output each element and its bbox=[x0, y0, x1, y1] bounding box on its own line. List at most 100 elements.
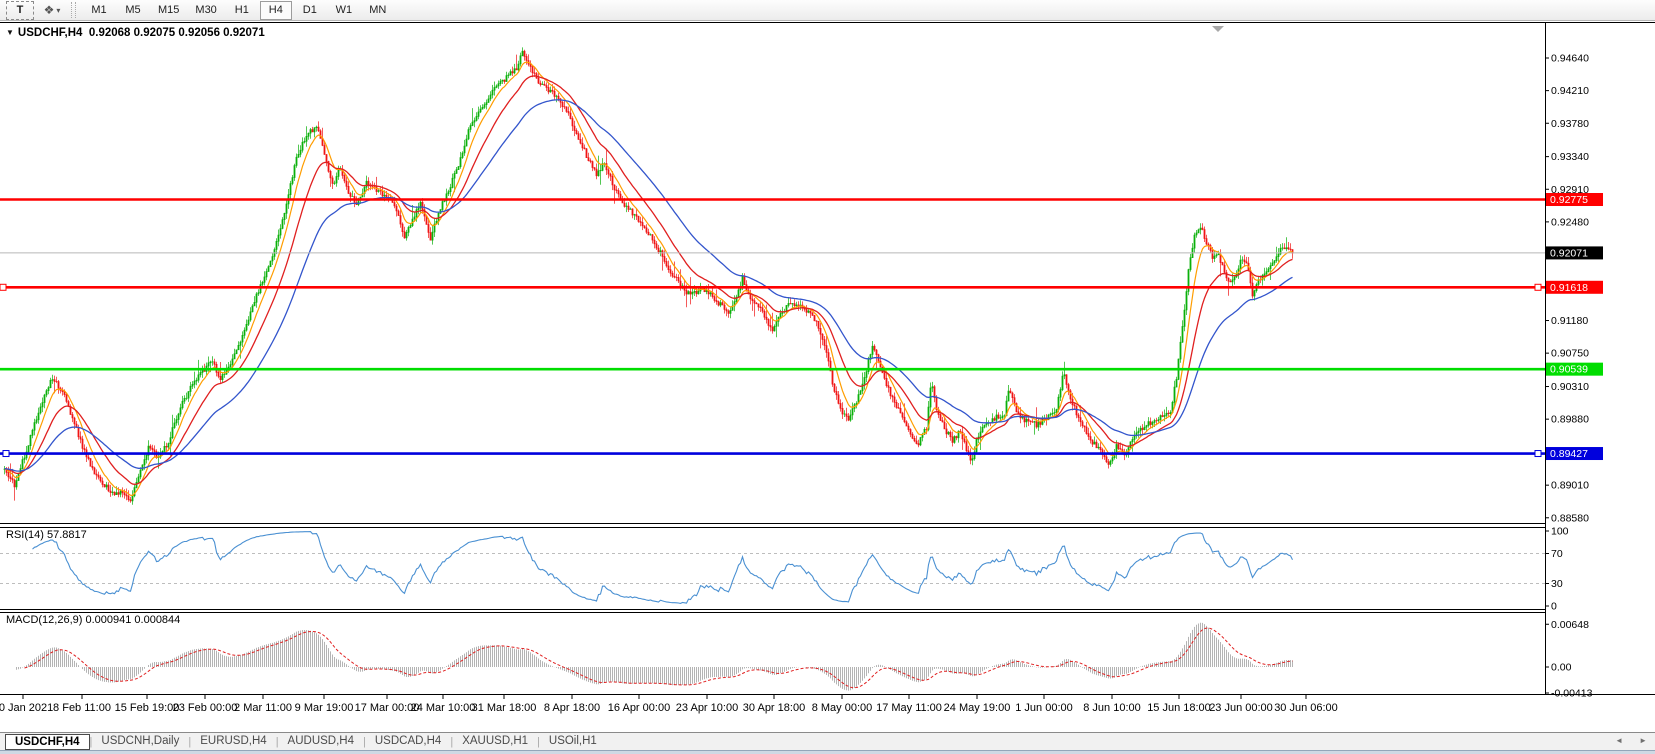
current-price-badge bbox=[1546, 246, 1603, 260]
timeframe-M5[interactable]: M5 bbox=[125, 4, 141, 16]
tab-separator: | bbox=[89, 735, 93, 748]
hline-0.91618-badge-label: 0.91618 bbox=[1550, 282, 1588, 294]
time-tick-label: 2 Mar 11:00 bbox=[234, 702, 292, 714]
price-tick-label: 0.88580 bbox=[1551, 512, 1589, 524]
time-tick-label: 30 Jun 06:00 bbox=[1274, 702, 1338, 714]
price-tick-label: 0.94640 bbox=[1551, 53, 1589, 65]
tab-USDCAD-H4[interactable]: USDCAD,H4 bbox=[374, 735, 442, 747]
price-tick-label: 0.90750 bbox=[1551, 348, 1589, 360]
price-tick-label: 0.89880 bbox=[1551, 414, 1589, 426]
time-tick-label: 8 Feb 11:00 bbox=[53, 702, 111, 714]
time-tick-label: 8 May 00:00 bbox=[812, 702, 873, 714]
timeframe-MN[interactable]: MN bbox=[369, 4, 387, 16]
timeframe-M1[interactable]: M1 bbox=[91, 4, 107, 16]
chart-window[interactable]: ▼ USDCHF,H4 0.92068 0.92075 0.92056 0.920… bbox=[0, 21, 1655, 732]
pane-borders bbox=[0, 22, 1655, 695]
symbol-tabbar: USDCHF,H4 | USDCNH,Daily | EURUSD,H4 | AUDUSD,… bbox=[0, 732, 1655, 750]
rsi-pane bbox=[0, 531, 1545, 604]
tab-separator: | bbox=[188, 735, 192, 748]
toolbar: T ❖ ▾ M1 M5 M15 M30 H1 H4 D1 W1 MN bbox=[0, 0, 1655, 21]
hline-0.92775-badge bbox=[1546, 193, 1603, 207]
time-tick-label: 23 Jun 00:00 bbox=[1209, 702, 1273, 714]
time-tick-label: 15 Feb 19:00 bbox=[115, 702, 180, 714]
time-tick-label: 23 Feb 00:00 bbox=[173, 702, 238, 714]
indicator-scales: 100 70 30 0 0.00648 0.00 -0.00413 bbox=[1545, 526, 1593, 700]
rsi-tick-label: 70 bbox=[1551, 548, 1563, 560]
timeframe-M30[interactable]: M30 bbox=[195, 4, 217, 16]
time-tick-label: 30 Apr 18:00 bbox=[743, 702, 805, 714]
macd-signal-line bbox=[24, 627, 1293, 689]
rsi-tick-label: 100 bbox=[1551, 526, 1569, 538]
horizontal-lines[interactable] bbox=[0, 198, 1545, 458]
chart-dropdown-icon[interactable]: ▼ bbox=[6, 28, 14, 37]
line-handle[interactable] bbox=[0, 283, 7, 291]
tab-scroll-left-icon[interactable]: ◄ bbox=[1615, 736, 1624, 745]
price-tick-label: 0.92910 bbox=[1551, 184, 1589, 196]
time-tick-label: 9 Mar 19:00 bbox=[295, 702, 354, 714]
timeframe-H4[interactable]: H4 bbox=[259, 0, 292, 20]
price-tick-label: 0.89010 bbox=[1551, 480, 1589, 492]
macd-tick-label: -0.00413 bbox=[1551, 688, 1593, 700]
rsi-tick-label: 30 bbox=[1551, 578, 1563, 590]
price-tick-label: 0.90310 bbox=[1551, 381, 1589, 393]
macd-tick-label: 0.00648 bbox=[1551, 619, 1589, 631]
line-handle[interactable] bbox=[1534, 283, 1542, 291]
crosshair-tool-button[interactable]: ❖ ▾ bbox=[36, 1, 68, 20]
price-tick-label: 0.94210 bbox=[1551, 85, 1589, 97]
rsi-line bbox=[32, 531, 1293, 604]
ma-fast-line bbox=[4, 61, 1293, 497]
time-tick-label: 15 Jun 18:00 bbox=[1147, 702, 1211, 714]
tab-separator: | bbox=[537, 735, 540, 748]
chart-ohlc-values: 0.92068 0.92075 0.92056 0.92071 bbox=[88, 27, 265, 39]
timeframe-button-group: M1 M5 M15 M30 H1 H4 D1 W1 MN bbox=[82, 0, 395, 20]
macd-histogram bbox=[16, 622, 1293, 691]
tab-USOil-H1[interactable]: USOil,H1 bbox=[548, 735, 597, 747]
tab-XAUUSD-H1[interactable]: XAUUSD,H1 bbox=[462, 735, 529, 747]
price-scale[interactable]: 0.94640 0.94210 0.93780 0.93340 0.92910 0.924… bbox=[1545, 53, 1603, 525]
line-handle[interactable] bbox=[1534, 450, 1542, 458]
text-tool-button[interactable]: T bbox=[6, 0, 34, 20]
time-tick-label: 30 Jan 2021 bbox=[0, 702, 53, 714]
hline-0.89427-badge-label: 0.89427 bbox=[1550, 448, 1588, 460]
price-tick-label: 0.93340 bbox=[1551, 151, 1589, 163]
timeframe-D1[interactable]: D1 bbox=[302, 4, 317, 16]
timeframe-H1[interactable]: H1 bbox=[234, 4, 249, 16]
tab-USDCNH-Daily[interactable]: USDCNH,Daily bbox=[101, 735, 180, 747]
time-tick-label: 24 May 19:00 bbox=[944, 702, 1011, 714]
macd-tick-label: 0.00 bbox=[1551, 662, 1572, 674]
tab-separator: | bbox=[363, 735, 366, 748]
rsi-indicator-label: RSI(14) 57.8817 bbox=[6, 529, 87, 541]
line-handle[interactable] bbox=[2, 450, 10, 458]
time-tick-label: 1 Jun 00:00 bbox=[1015, 702, 1073, 714]
macd-pane bbox=[16, 622, 1293, 691]
chart-canvas[interactable]: 0.94640 0.94210 0.93780 0.93340 0.92910 0.924… bbox=[0, 21, 1655, 732]
status-strip bbox=[0, 750, 1655, 754]
tab-separator: | bbox=[450, 735, 454, 748]
ma-mid-line bbox=[4, 75, 1293, 485]
tab-scroll-right-icon[interactable]: ► bbox=[1639, 736, 1647, 745]
hline-0.90539-badge bbox=[1546, 362, 1603, 376]
time-tick-label: 24 Mar 10:00 bbox=[411, 702, 476, 714]
price-tick-label: 0.91180 bbox=[1551, 315, 1588, 327]
chart-symbol-period: USDCHF,H4 bbox=[17, 27, 83, 39]
time-tick-label: 31 Mar 18:00 bbox=[472, 702, 537, 714]
time-tick-label: 17 May 11:00 bbox=[876, 702, 942, 714]
toolbar-grip bbox=[71, 2, 76, 18]
chart-title: ▼ USDCHF,H4 0.92068 0.92075 0.92056 0.920… bbox=[6, 27, 265, 39]
current-price-badge-label: 0.92071 bbox=[1550, 247, 1588, 259]
chart-shift-marker-icon[interactable] bbox=[1212, 26, 1224, 32]
tab-EURUSD-H4[interactable]: EURUSD,H4 bbox=[200, 735, 267, 747]
macd-indicator-label: MACD(12,26,9) 0.000941 0.000844 bbox=[6, 614, 181, 626]
timeframe-W1[interactable]: W1 bbox=[335, 4, 353, 16]
crosshair-tool-icon: ❖ bbox=[43, 3, 55, 17]
price-tick-label: 0.93780 bbox=[1551, 118, 1589, 130]
price-tick-label: 0.92480 bbox=[1551, 216, 1589, 228]
chevron-down-icon: ▾ bbox=[56, 5, 61, 15]
hline-0.92775-badge-label: 0.92775 bbox=[1550, 194, 1588, 206]
time-tick-label: 16 Apr 00:00 bbox=[608, 702, 670, 714]
tab-USDCHF-H4[interactable]: USDCHF,H4 bbox=[5, 733, 90, 750]
hline-0.89427-badge bbox=[1546, 447, 1603, 461]
tab-AUDUSD-H4[interactable]: AUDUSD,H4 bbox=[287, 735, 355, 747]
timeframe-M15[interactable]: M15 bbox=[158, 4, 180, 16]
